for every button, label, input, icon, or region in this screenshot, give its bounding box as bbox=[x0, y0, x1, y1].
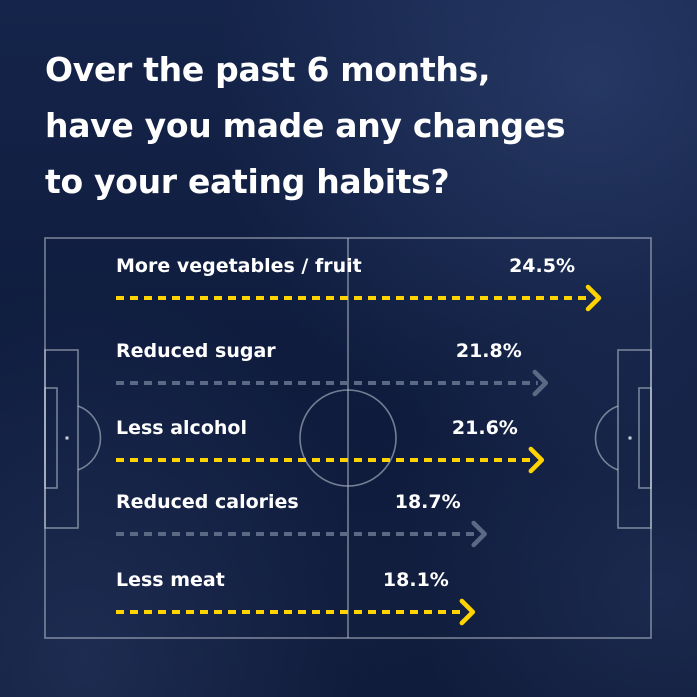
pitch-right-goal-area bbox=[638, 387, 652, 489]
bars-group: More vegetables / fruit 24.5% Reduced suga… bbox=[116, 255, 602, 626]
bar-arrowhead bbox=[471, 520, 487, 548]
bar-arrowhead bbox=[459, 598, 476, 626]
bar-value-label: 21.6% bbox=[452, 417, 518, 439]
pitch-left-penalty-area bbox=[44, 349, 79, 529]
bar-arrowhead bbox=[532, 369, 549, 397]
bar-arrowhead bbox=[585, 284, 602, 312]
pitch-right-penalty-spot bbox=[627, 435, 632, 440]
pitch-left-goal-area bbox=[44, 387, 58, 489]
pitch-centre-circle bbox=[299, 389, 397, 487]
pitch-right-arc bbox=[594, 405, 619, 471]
football-pitch-lines bbox=[44, 237, 652, 639]
bar-row: More vegetables / fruit 24.5% bbox=[116, 255, 602, 312]
chart-title: Over the past 6 months, have you made an… bbox=[45, 42, 665, 210]
bar-row: Reduced calories 18.7% bbox=[116, 491, 487, 548]
pitch-left-arc bbox=[77, 405, 102, 471]
bar-value-label: 24.5% bbox=[509, 255, 575, 277]
bar-value-label: 18.1% bbox=[383, 569, 449, 591]
bar-category-label: Less meat bbox=[116, 569, 225, 591]
bar-category-label: More vegetables / fruit bbox=[116, 255, 362, 277]
bar-row: Less alcohol 21.6% bbox=[116, 417, 545, 474]
pitch-right-penalty-area bbox=[617, 349, 652, 529]
pitch-left-penalty-spot bbox=[65, 435, 70, 440]
bar-category-label: Less alcohol bbox=[116, 417, 247, 439]
title-line-1: Over the past 6 months, bbox=[45, 50, 491, 89]
bar-value-label: 18.7% bbox=[395, 491, 461, 513]
bar-category-label: Reduced calories bbox=[116, 491, 299, 513]
bar-row: Less meat 18.1% bbox=[116, 569, 476, 626]
bar-value-label: 21.8% bbox=[456, 340, 522, 362]
bar-arrowhead bbox=[528, 446, 545, 474]
bar-row: Reduced sugar 21.8% bbox=[116, 340, 549, 397]
title-line-3: to your eating habits? bbox=[45, 162, 450, 201]
title-line-2: have you made any changes bbox=[45, 106, 566, 145]
bar-category-label: Reduced sugar bbox=[116, 340, 276, 362]
